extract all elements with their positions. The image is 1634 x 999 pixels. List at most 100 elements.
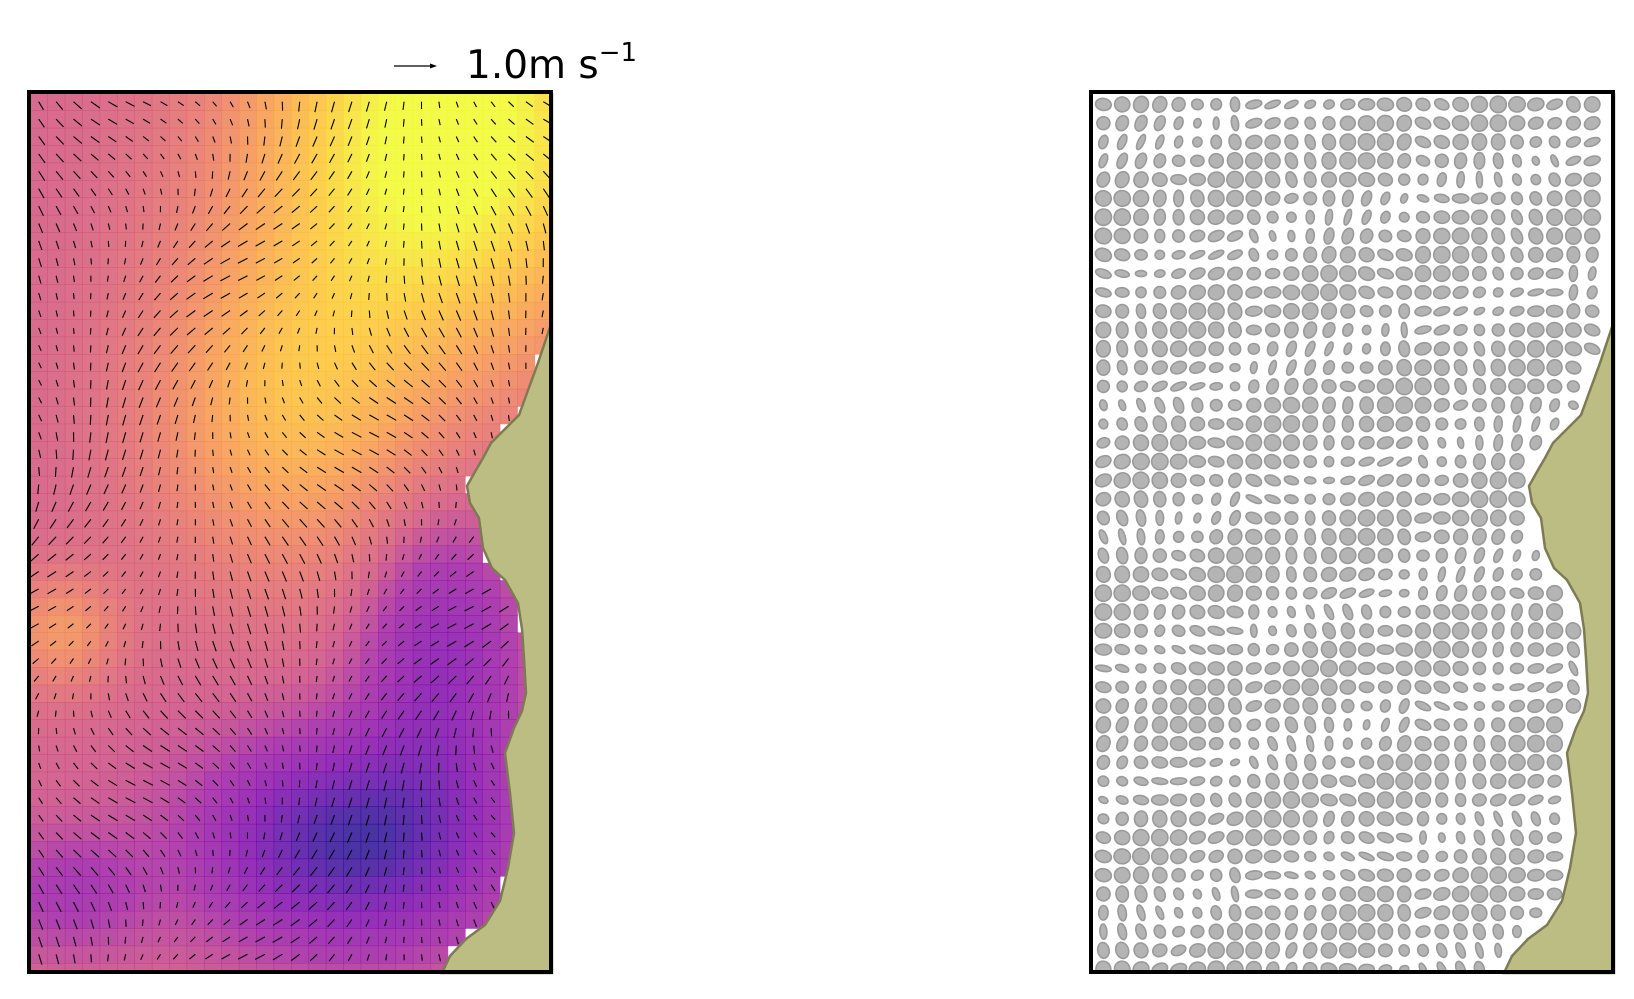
tidal-ellipse	[1527, 849, 1545, 864]
velocity-arrow	[176, 467, 179, 475]
heatmap-cell	[291, 197, 309, 216]
tidal-ellipse	[1489, 509, 1507, 527]
tidal-ellipse	[1451, 193, 1470, 204]
velocity-arrow	[403, 379, 414, 388]
tidal-ellipse	[1508, 699, 1526, 713]
velocity-arrow	[542, 240, 545, 251]
tidal-ellipse	[1192, 888, 1203, 900]
tidal-ellipse	[1152, 303, 1168, 320]
tidal-ellipse	[1207, 302, 1225, 321]
velocity-arrow	[171, 257, 179, 266]
heatmap-cell	[291, 928, 309, 947]
tidal-ellipse	[1433, 868, 1450, 882]
tidal-ellipse	[1376, 831, 1395, 844]
velocity-arrow	[125, 223, 127, 230]
velocity-arrow	[383, 101, 388, 111]
velocity-arrow	[106, 275, 109, 282]
heatmap-cell	[256, 301, 275, 320]
tidal-ellipse	[1395, 416, 1413, 432]
tidal-ellipse	[1397, 152, 1412, 169]
velocity-arrow	[194, 153, 198, 160]
velocity-arrow	[137, 310, 144, 319]
tidal-ellipse	[1188, 942, 1206, 958]
heatmap-cell	[256, 197, 275, 216]
velocity-arrow	[473, 258, 478, 269]
tidal-ellipse	[1357, 266, 1376, 282]
velocity-arrow	[365, 919, 370, 927]
velocity-arrow	[122, 606, 127, 612]
velocity-arrow	[73, 762, 79, 770]
velocity-arrow	[137, 362, 144, 373]
velocity-arrow	[55, 901, 62, 913]
tidal-ellipse	[1433, 227, 1451, 245]
velocity-arrow	[350, 310, 353, 318]
velocity-arrow	[473, 449, 476, 456]
velocity-arrow	[72, 414, 75, 424]
velocity-arrow	[107, 136, 117, 143]
heatmap-cell	[256, 910, 275, 929]
heatmap-cell	[430, 632, 449, 651]
velocity-arrow	[281, 518, 290, 528]
velocity-arrow	[299, 536, 307, 547]
velocity-arrow	[274, 275, 283, 281]
tidal-ellipse	[1284, 887, 1299, 901]
tidal-ellipse	[1189, 382, 1206, 391]
heatmap-cell	[499, 597, 518, 616]
velocity-arrow	[368, 397, 379, 404]
velocity-arrow	[65, 536, 74, 545]
tidal-ellipse	[1189, 604, 1206, 620]
tidal-ellipse	[1545, 227, 1564, 245]
velocity-arrow	[107, 762, 117, 770]
tidal-ellipse	[1414, 305, 1432, 317]
velocity-arrow	[176, 519, 179, 526]
velocity-arrow	[53, 693, 57, 700]
velocity-arrow	[472, 728, 475, 738]
velocity-arrow	[247, 693, 253, 702]
tidal-ellipse	[1322, 360, 1336, 376]
tidal-ellipse	[1132, 189, 1150, 208]
tidal-ellipse	[1564, 322, 1582, 338]
velocity-arrow	[160, 727, 170, 736]
tidal-ellipse	[1228, 904, 1242, 922]
velocity-arrow	[142, 884, 146, 893]
velocity-arrow	[263, 136, 266, 146]
velocity-arrow	[467, 553, 475, 561]
velocity-arrow	[255, 919, 266, 926]
tidal-ellipse	[1209, 473, 1224, 487]
tidal-ellipse	[1245, 828, 1263, 847]
heatmap-cell	[273, 945, 292, 964]
tidal-ellipse	[1226, 546, 1244, 565]
velocity-arrow	[364, 727, 370, 737]
velocity-arrow	[107, 153, 116, 161]
tidal-ellipse	[1451, 227, 1470, 245]
velocity-arrow	[299, 379, 303, 387]
velocity-arrow	[207, 205, 214, 215]
tidal-ellipse	[1153, 924, 1167, 939]
velocity-arrow	[309, 884, 318, 893]
velocity-arrow	[420, 936, 423, 944]
tidal-ellipse	[1284, 377, 1299, 396]
tidal-ellipse	[1207, 960, 1226, 973]
velocity-arrow	[420, 867, 423, 875]
velocity-arrow	[348, 797, 353, 808]
velocity-arrow	[438, 797, 441, 807]
tidal-ellipse	[1283, 321, 1299, 339]
velocity-arrow	[263, 832, 266, 840]
velocity-arrow	[139, 588, 144, 595]
velocity-arrow	[157, 466, 162, 476]
tidal-ellipse	[1511, 173, 1523, 187]
velocity-arrow	[438, 919, 441, 926]
tidal-ellipse	[1207, 604, 1225, 620]
velocity-arrow	[120, 519, 127, 527]
tidal-ellipse	[1414, 906, 1432, 919]
tidal-ellipse	[1304, 716, 1317, 734]
tidal-ellipse	[1527, 378, 1545, 395]
velocity-arrow	[490, 310, 495, 321]
heatmap-cell	[221, 284, 240, 303]
tidal-ellipse	[1169, 793, 1188, 807]
velocity-arrow	[139, 258, 144, 265]
heatmap-cell	[221, 301, 240, 320]
velocity-arrow	[347, 171, 353, 180]
velocity-arrow	[502, 658, 509, 667]
